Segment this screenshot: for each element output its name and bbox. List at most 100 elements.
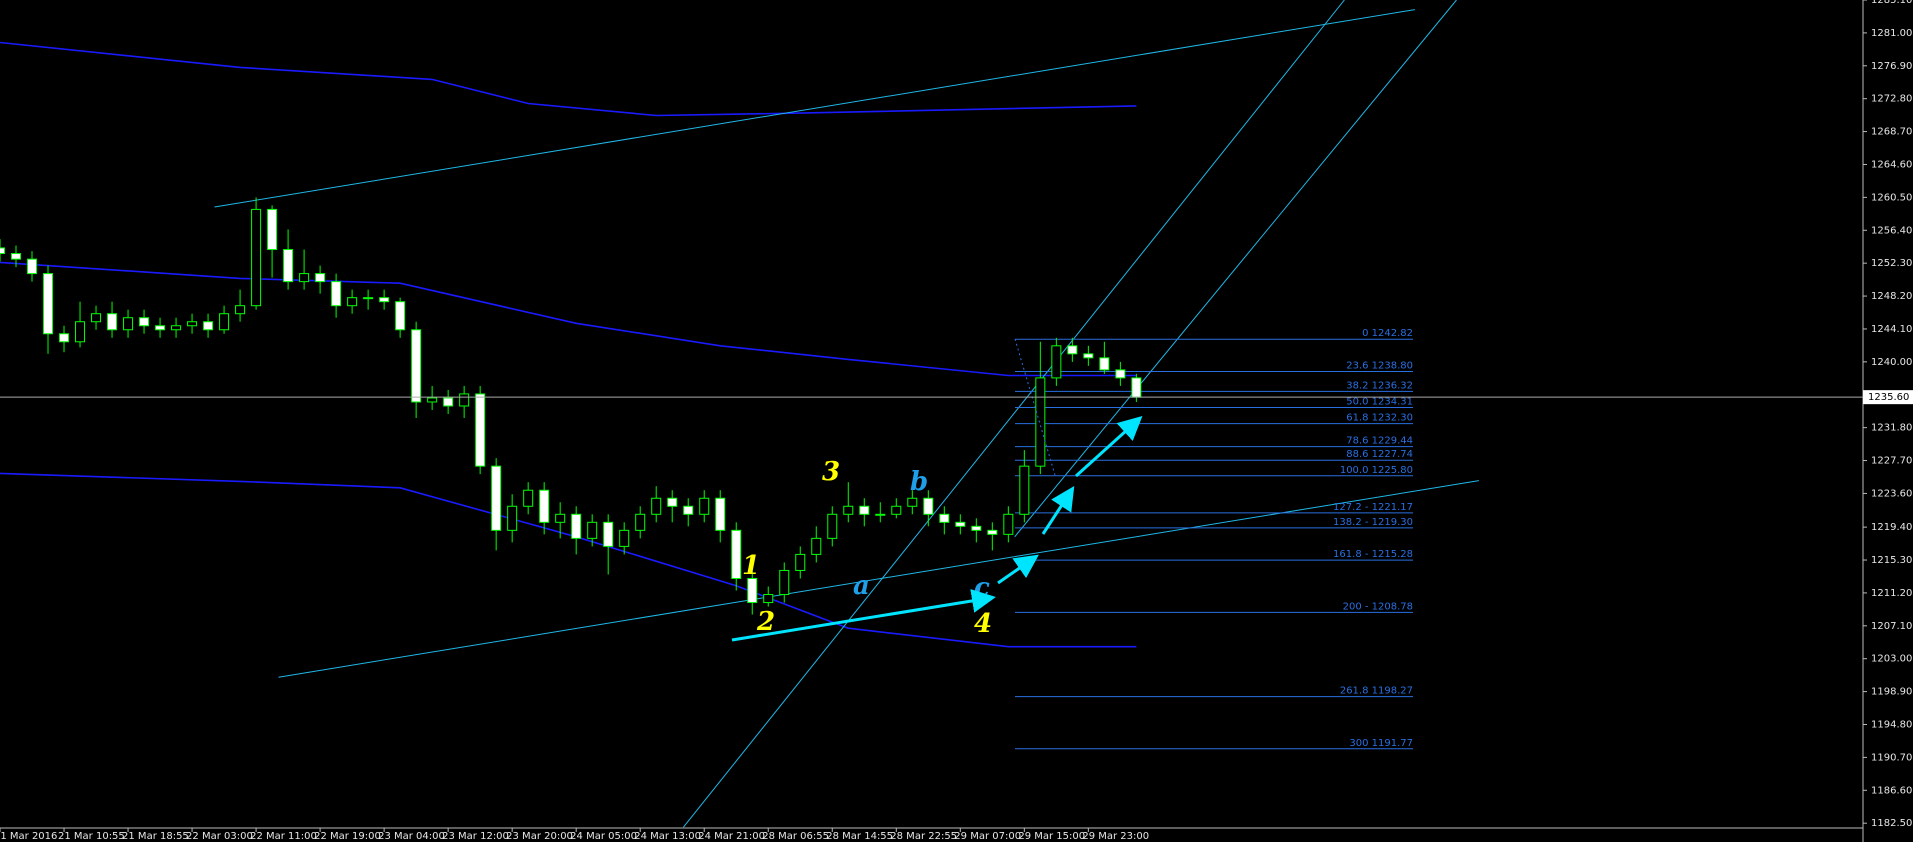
candle-body <box>59 333 70 343</box>
fib-label: 161.8 - 1215.28 <box>1333 549 1413 560</box>
y-tick-label: 1223.60 <box>1871 488 1912 499</box>
candle-body <box>75 321 86 343</box>
candle-body <box>891 505 902 515</box>
candle-body <box>763 594 774 604</box>
y-tick-label: 1240.00 <box>1871 357 1912 368</box>
candle-body <box>539 489 550 523</box>
candle-body <box>91 313 102 323</box>
x-tick-label: 28 Mar 06:55 <box>762 831 829 842</box>
candle-body <box>459 393 470 407</box>
candle-body <box>1035 377 1046 467</box>
x-tick-label: 29 Mar 07:00 <box>954 831 1021 842</box>
y-tick-label: 1231.80 <box>1871 423 1912 434</box>
candle-body <box>1019 465 1030 515</box>
moving-average <box>0 261 1137 377</box>
candle-body <box>363 297 374 300</box>
x-tick-label: 28 Mar 14:55 <box>826 831 893 842</box>
candle-body <box>875 513 886 516</box>
candle-body <box>795 553 806 571</box>
current-price-label: 1235.60 <box>1868 392 1909 403</box>
y-tick-label: 1194.80 <box>1871 720 1912 731</box>
y-tick-label: 1207.10 <box>1871 621 1912 632</box>
candle-body <box>859 505 870 515</box>
arrow <box>1041 485 1075 535</box>
candle-body <box>283 249 294 283</box>
fib-label: 127.2 - 1221.17 <box>1333 502 1413 513</box>
x-tick-label: 22 Mar 03:00 <box>186 831 253 842</box>
fib-label: 0 1242.82 <box>1362 328 1413 339</box>
y-tick-label: 1211.20 <box>1871 588 1912 599</box>
candle-body <box>395 301 406 331</box>
candle-body <box>27 258 38 275</box>
candle-body <box>1115 369 1126 379</box>
y-tick-label: 1198.90 <box>1871 687 1912 698</box>
x-tick-label: 23 Mar 04:00 <box>378 831 445 842</box>
candle-body <box>571 513 582 539</box>
y-tick-label: 1186.60 <box>1871 785 1912 796</box>
candle-body <box>267 208 278 251</box>
candle-body <box>139 317 150 327</box>
candle-body <box>219 313 230 331</box>
y-tick-label: 1276.90 <box>1871 61 1912 72</box>
wave-label: 4 <box>974 609 992 639</box>
candle-body <box>555 513 566 523</box>
y-tick-label: 1268.70 <box>1871 127 1912 138</box>
candle-body <box>347 297 358 307</box>
fib-label: 61.8 1232.30 <box>1346 413 1413 424</box>
candle-body <box>1131 377 1142 398</box>
candle-body <box>667 497 678 507</box>
candle-body <box>299 273 310 283</box>
candle-body <box>923 497 934 515</box>
fib-label: 300 1191.77 <box>1349 738 1413 749</box>
candle-body <box>971 525 982 531</box>
candle-body <box>107 313 118 331</box>
candle-body <box>171 325 182 331</box>
wave-label: 1 <box>742 551 760 581</box>
candle-body <box>475 393 486 467</box>
candle-body <box>827 513 838 539</box>
candle-body <box>955 521 966 527</box>
y-tick-label: 1182.50 <box>1871 818 1912 829</box>
y-tick-label: 1264.60 <box>1871 159 1912 170</box>
candle-body <box>811 537 822 555</box>
arrow <box>1074 415 1143 478</box>
wave-label: a <box>853 571 870 601</box>
x-tick-label: 29 Mar 23:00 <box>1082 831 1149 842</box>
moving-average <box>0 472 1137 648</box>
x-tick-label: 24 Mar 21:00 <box>698 831 765 842</box>
candle-body <box>491 465 502 531</box>
x-tick-label: 22 Mar 11:00 <box>250 831 317 842</box>
candle-body <box>1083 353 1094 359</box>
candle-body <box>251 208 262 307</box>
candle-body <box>699 497 710 515</box>
candle-body <box>203 321 214 331</box>
y-tick-label: 1252.30 <box>1871 258 1912 269</box>
candle-body <box>523 489 534 507</box>
plot: 0 1242.82 23.6 1238.80 38.2 1236.32 50.0 12… <box>0 0 1479 828</box>
candle-body <box>651 497 662 515</box>
candle-body <box>683 505 694 515</box>
fib-label: 23.6 1238.80 <box>1346 360 1413 371</box>
candle-body <box>235 305 246 315</box>
candle-body <box>0 247 5 255</box>
fib-label: 261.8 1198.27 <box>1340 686 1413 697</box>
x-tick-label: 28 Mar 22:55 <box>890 831 957 842</box>
fib-label: 100.0 1225.80 <box>1340 465 1413 476</box>
candle-body <box>731 529 742 579</box>
candle-body <box>587 521 598 539</box>
x-tick-label: 21 Mar 2016 <box>0 831 57 842</box>
y-tick-label: 1285.10 <box>1871 0 1912 6</box>
y-tick-label: 1219.40 <box>1871 522 1912 533</box>
candle-body <box>123 317 134 331</box>
candle-body <box>619 529 630 547</box>
candle-body <box>715 497 726 531</box>
x-tick-label: 21 Mar 10:55 <box>58 831 125 842</box>
y-tick-label: 1248.20 <box>1871 291 1912 302</box>
x-tick-label: 24 Mar 13:00 <box>634 831 701 842</box>
fib-label: 200 - 1208.78 <box>1343 601 1413 612</box>
x-tick-label: 29 Mar 15:00 <box>1018 831 1085 842</box>
candle-body <box>315 273 326 283</box>
wave-label: b <box>910 467 928 497</box>
candle-body <box>331 281 342 307</box>
